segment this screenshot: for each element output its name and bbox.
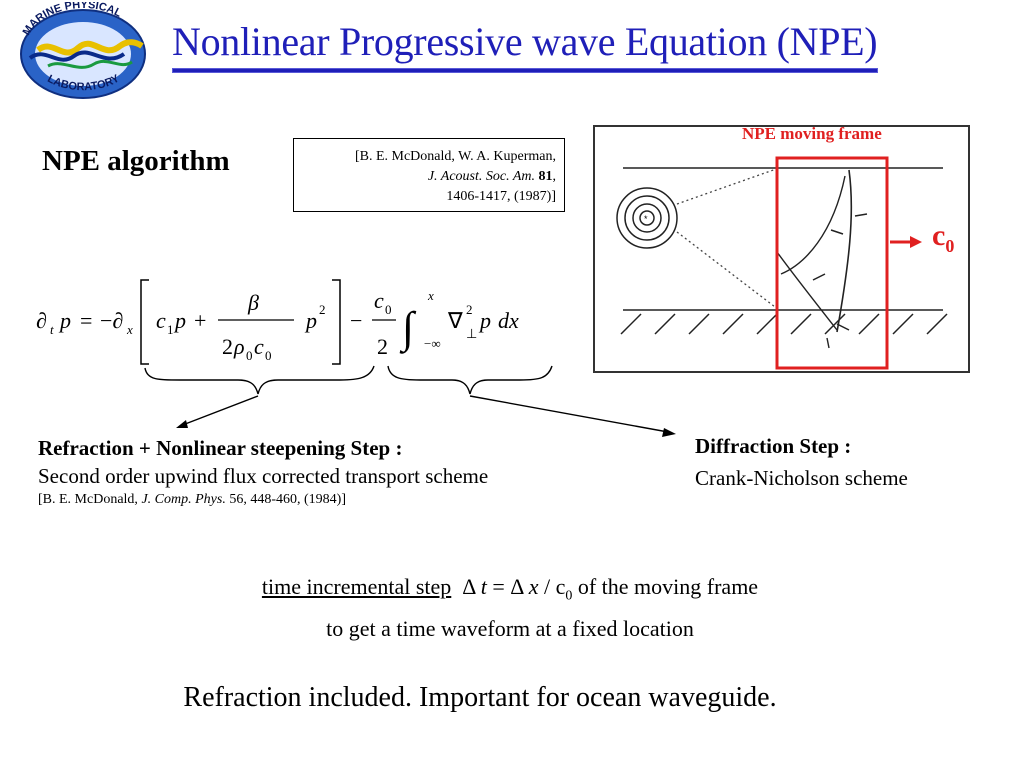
refraction-step-block: Refraction + Nonlinear steepening Step :… xyxy=(38,434,658,510)
svg-text:c: c xyxy=(156,308,166,333)
svg-text:p: p xyxy=(478,308,491,333)
npe-moving-frame-label: NPE moving frame xyxy=(742,124,882,143)
reference-box: [B. E. McDonald, W. A. Kuperman, J. Acou… xyxy=(293,138,565,212)
diffraction-step-title: Diffraction Step : xyxy=(695,434,852,458)
title-underline xyxy=(172,68,878,73)
reference-volume: 81 xyxy=(538,169,553,184)
npe-algorithm-heading: NPE algorithm xyxy=(42,145,230,177)
page-title: Nonlinear Progressive wave Equation (NPE… xyxy=(172,19,878,64)
svg-text:+: + xyxy=(194,308,206,333)
svg-text:2: 2 xyxy=(377,334,388,359)
refraction-step-description: Second order upwind flux corrected trans… xyxy=(38,464,489,488)
svg-text:dx: dx xyxy=(498,308,519,333)
svg-text:2: 2 xyxy=(466,302,473,317)
refraction-cite-journal: J. Comp. Phys. xyxy=(141,492,226,507)
svg-text:0: 0 xyxy=(265,348,272,363)
svg-text:−∞: −∞ xyxy=(424,336,441,351)
time-step-line-2: to get a time waveform at a fixed locati… xyxy=(326,616,694,642)
svg-text:t: t xyxy=(50,322,54,337)
marine-physical-laboratory-logo: MARINE PHYSICAL LABORATORY xyxy=(8,0,158,104)
svg-text:∫: ∫ xyxy=(399,303,417,354)
svg-text:β: β xyxy=(247,290,259,315)
svg-text:0: 0 xyxy=(385,302,392,317)
svg-text:ρ: ρ xyxy=(233,334,245,359)
npe-equation: ∂ t p = −∂ x c 1 p + β 2 ρ 0 c 0 p 2 − xyxy=(36,268,576,378)
svg-text:2: 2 xyxy=(319,302,326,317)
svg-text:⊥: ⊥ xyxy=(466,326,477,341)
svg-text:p: p xyxy=(173,308,186,333)
svg-text:c: c xyxy=(374,288,384,313)
svg-text:−∂: −∂ xyxy=(100,308,123,333)
moving-frame-box xyxy=(775,156,889,370)
svg-text:c: c xyxy=(254,334,264,359)
npe-moving-frame-figure: * xyxy=(593,124,970,374)
svg-text:x: x xyxy=(427,288,434,303)
speed-label: c0 xyxy=(932,220,954,262)
speed-label-c: c xyxy=(932,219,946,252)
svg-text:1: 1 xyxy=(167,322,174,337)
svg-text:p: p xyxy=(304,308,317,333)
diffraction-step-block: Diffraction Step : Crank-Nicholson schem… xyxy=(695,430,908,494)
svg-text:∇: ∇ xyxy=(447,308,463,333)
svg-text:−: − xyxy=(350,308,362,333)
diffraction-step-description: Crank-Nicholson scheme xyxy=(695,466,908,490)
reference-line-1: [B. E. McDonald, W. A. Kuperman, xyxy=(354,149,556,164)
svg-text:∂: ∂ xyxy=(36,308,47,333)
refraction-note: Refraction included. Important for ocean… xyxy=(183,682,777,713)
svg-text:0: 0 xyxy=(246,348,253,363)
svg-text:p: p xyxy=(58,308,71,333)
svg-text:x: x xyxy=(126,322,133,337)
reference-journal: J. Acoust. Soc. Am. xyxy=(427,169,535,184)
reference-line-2: J. Acoust. Soc. Am. 81, xyxy=(427,169,556,184)
refraction-step-title: Refraction + Nonlinear steepening Step : xyxy=(38,436,403,460)
time-step-block: time incremental step Δ t = Δ x / c0 of … xyxy=(160,570,860,645)
refraction-cite-pre: [B. E. McDonald, xyxy=(38,492,138,507)
svg-text:=: = xyxy=(80,308,92,333)
time-step-suffix: of the moving frame xyxy=(577,574,759,599)
svg-text:*: * xyxy=(644,214,648,224)
time-step-label: time incremental step xyxy=(261,574,452,599)
refraction-cite-post: 56, 448-460, (1984)] xyxy=(229,492,346,507)
refraction-citation: [B. E. McDonald, J. Comp. Phys. 56, 448-… xyxy=(38,490,658,510)
reference-line-3: 1406-1417, (1987)] xyxy=(446,189,556,204)
time-step-line-1: time incremental step Δ t = Δ x / c0 of … xyxy=(160,570,860,612)
time-step-formula: Δ t = Δ x / c0 xyxy=(462,574,573,604)
svg-text:2: 2 xyxy=(222,334,233,359)
speed-label-subscript: 0 xyxy=(945,236,955,256)
